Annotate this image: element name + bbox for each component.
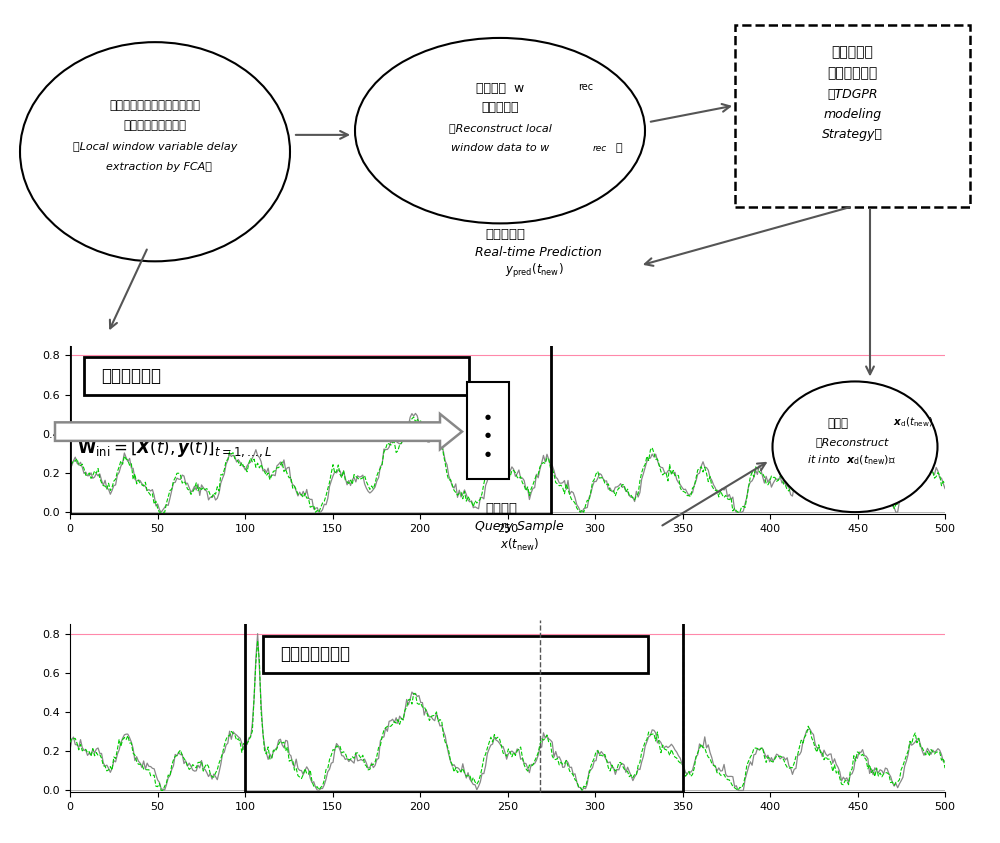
Text: （Reconstruct: （Reconstruct (815, 437, 889, 447)
Text: 查询样本: 查询样本 (485, 502, 517, 515)
Text: 更新的滑动窗口: 更新的滑动窗口 (280, 645, 350, 663)
Text: rec: rec (593, 144, 607, 153)
Text: 过程回归建模: 过程回归建模 (827, 67, 878, 80)
Text: 局部窗口  w: 局部窗口 w (476, 82, 524, 95)
Text: $x(t_{\rm new})$: $x(t_{\rm new})$ (500, 537, 539, 554)
Bar (84, 357, 469, 395)
Text: $y_{\rm pred}(t_{\rm new})$: $y_{\rm pred}(t_{\rm new})$ (505, 262, 564, 281)
Text: 初始滑动窗口: 初始滑动窗口 (102, 367, 162, 385)
Text: Strategy）: Strategy） (822, 128, 883, 142)
Text: rec: rec (578, 82, 593, 92)
Text: （Local window variable delay: （Local window variable delay (73, 142, 237, 152)
Text: 数据重构为: 数据重构为 (481, 101, 519, 115)
Text: ●: ● (485, 432, 491, 438)
Text: $\mathbf{W}_\mathrm{ini}=[\boldsymbol{X}(t),\boldsymbol{y}(t)]_{t=1,\ldots,L}$: $\mathbf{W}_\mathrm{ini}=[\boldsymbol{X}… (77, 438, 272, 459)
Text: window data to w: window data to w (451, 142, 549, 153)
Text: 时间差高斯: 时间差高斯 (832, 46, 873, 59)
Text: （Reconstruct local: （Reconstruct local (449, 123, 551, 133)
Text: 口局部变量时滞参数: 口局部变量时滞参数 (124, 119, 186, 132)
Text: 实时预测值: 实时预测值 (485, 228, 525, 241)
FancyArrow shape (55, 414, 462, 449)
Text: 通过模糊曲线分析方法提取窗: 通过模糊曲线分析方法提取窗 (110, 99, 200, 112)
Text: ●: ● (485, 450, 491, 457)
Bar (245, 622, 683, 792)
Text: modeling: modeling (823, 108, 882, 121)
Text: 重构为: 重构为 (828, 416, 848, 430)
Text: ●: ● (485, 414, 491, 421)
Text: ）: ） (615, 142, 622, 153)
Text: （TDGPR: （TDGPR (827, 88, 878, 101)
Text: Query Sample: Query Sample (475, 520, 564, 534)
Text: it into  $\boldsymbol{x}_{\rm d}(t_{\rm new})$）: it into $\boldsymbol{x}_{\rm d}(t_{\rm n… (807, 454, 897, 467)
Text: $\boldsymbol{x}_{\rm d}(t_{\rm new})$: $\boldsymbol{x}_{\rm d}(t_{\rm new})$ (893, 416, 934, 429)
Text: Real-time Prediction: Real-time Prediction (475, 246, 602, 260)
Text: extraction by FCA）: extraction by FCA） (99, 162, 211, 172)
Bar (70, 344, 551, 514)
Bar (262, 636, 648, 673)
